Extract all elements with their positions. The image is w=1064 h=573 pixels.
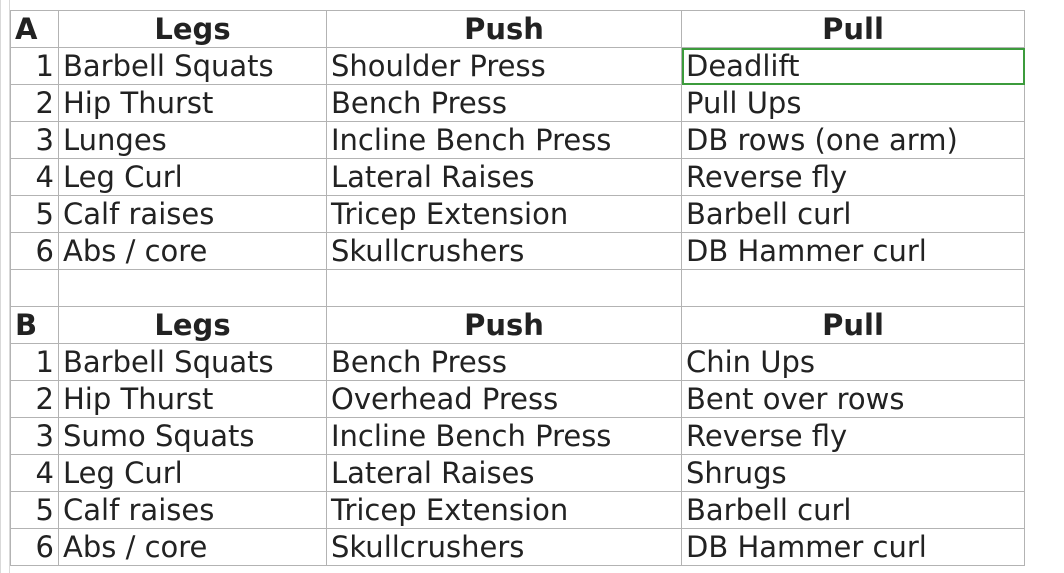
table-row: 5 Calf raises Tricep Extension Barbell c… [10, 491, 1025, 529]
cell-push[interactable]: Tricep Extension [326, 491, 682, 529]
row-number[interactable]: 5 [10, 195, 59, 233]
table-a-header-push[interactable]: Push [326, 10, 682, 48]
table-row: 2 Hip Thurst Overhead Press Bent over ro… [10, 380, 1025, 418]
cell-legs[interactable]: Calf raises [58, 491, 327, 529]
table-b-header-legs[interactable]: Legs [58, 306, 327, 344]
cell-legs[interactable]: Barbell Squats [58, 47, 327, 85]
cell-legs[interactable]: Barbell Squats [58, 343, 327, 381]
table-row: 6 Abs / core Skullcrushers DB Hammer cur… [10, 232, 1025, 270]
table-b-header-push[interactable]: Push [326, 306, 682, 344]
cell-legs[interactable]: Abs / core [58, 232, 327, 270]
cell-push[interactable]: Overhead Press [326, 380, 682, 418]
empty-row [10, 269, 1025, 307]
cell-push[interactable]: Incline Bench Press [326, 417, 682, 455]
row-number[interactable]: 5 [10, 491, 59, 529]
cell-legs[interactable]: Leg Curl [58, 454, 327, 492]
cell-legs[interactable]: Abs / core [58, 528, 327, 566]
table-row: 5 Calf raises Tricep Extension Barbell c… [10, 195, 1025, 233]
cell-pull[interactable]: Reverse fly [681, 158, 1025, 196]
row-number[interactable]: 2 [10, 84, 59, 122]
row-number[interactable]: 6 [10, 528, 59, 566]
row-number[interactable]: 2 [10, 380, 59, 418]
row-number[interactable]: 6 [10, 232, 59, 270]
table-row: 1 Barbell Squats Shoulder Press Deadlift [10, 47, 1025, 85]
cell-legs[interactable]: Leg Curl [58, 158, 327, 196]
cell-push[interactable]: Shoulder Press [326, 47, 682, 85]
table-row: 3 Lunges Incline Bench Press DB rows (on… [10, 121, 1025, 159]
cell-legs[interactable]: Sumo Squats [58, 417, 327, 455]
table-row: 2 Hip Thurst Bench Press Pull Ups [10, 84, 1025, 122]
row-number[interactable]: 3 [10, 417, 59, 455]
cell-push[interactable]: Bench Press [326, 84, 682, 122]
empty-cell[interactable] [10, 269, 59, 307]
empty-cell[interactable] [58, 269, 327, 307]
row-number[interactable]: 1 [10, 343, 59, 381]
cell-pull[interactable]: Barbell curl [681, 491, 1025, 529]
cell-pull[interactable]: Bent over rows [681, 380, 1025, 418]
table-row: 3 Sumo Squats Incline Bench Press Revers… [10, 417, 1025, 455]
cell-pull[interactable]: Shrugs [681, 454, 1025, 492]
cell-pull[interactable]: Chin Ups [681, 343, 1025, 381]
table-row: 4 Leg Curl Lateral Raises Shrugs [10, 454, 1025, 492]
cell-push[interactable]: Incline Bench Press [326, 121, 682, 159]
table-row: 1 Barbell Squats Bench Press Chin Ups [10, 343, 1025, 381]
table-a-header-row: A Legs Push Pull [10, 10, 1025, 48]
cell-pull-selected[interactable]: Deadlift [681, 47, 1025, 85]
cell-push[interactable]: Lateral Raises [326, 454, 682, 492]
cell-legs[interactable]: Hip Thurst [58, 84, 327, 122]
cell-push[interactable]: Lateral Raises [326, 158, 682, 196]
row-number[interactable]: 4 [10, 158, 59, 196]
table-b-header-pull[interactable]: Pull [681, 306, 1025, 344]
table-a-header-pull[interactable]: Pull [681, 10, 1025, 48]
cell-legs[interactable]: Lunges [58, 121, 327, 159]
table-a-header-legs[interactable]: Legs [58, 10, 327, 48]
cell-pull[interactable]: Barbell curl [681, 195, 1025, 233]
cell-legs[interactable]: Hip Thurst [58, 380, 327, 418]
cell-legs[interactable]: Calf raises [58, 195, 327, 233]
cell-push[interactable]: Skullcrushers [326, 528, 682, 566]
empty-cell[interactable] [681, 269, 1025, 307]
cell-pull[interactable]: DB Hammer curl [681, 232, 1025, 270]
table-b-header-row: B Legs Push Pull [10, 306, 1025, 344]
cell-push[interactable]: Skullcrushers [326, 232, 682, 270]
table-row: 6 Abs / core Skullcrushers DB Hammer cur… [10, 528, 1025, 566]
column-gutter [0, 0, 10, 573]
cell-pull[interactable]: DB rows (one arm) [681, 121, 1025, 159]
table-b-label[interactable]: B [10, 306, 59, 344]
cell-pull[interactable]: Pull Ups [681, 84, 1025, 122]
cell-pull[interactable]: Reverse fly [681, 417, 1025, 455]
table-a: A Legs Push Pull 1 Barbell Squats Should… [10, 10, 1025, 566]
row-number[interactable]: 1 [10, 47, 59, 85]
table-a-label[interactable]: A [10, 10, 59, 48]
row-number[interactable]: 4 [10, 454, 59, 492]
cell-push[interactable]: Tricep Extension [326, 195, 682, 233]
table-row: 4 Leg Curl Lateral Raises Reverse fly [10, 158, 1025, 196]
cell-push[interactable]: Bench Press [326, 343, 682, 381]
cell-pull[interactable]: DB Hammer curl [681, 528, 1025, 566]
empty-cell[interactable] [326, 269, 682, 307]
row-number[interactable]: 3 [10, 121, 59, 159]
